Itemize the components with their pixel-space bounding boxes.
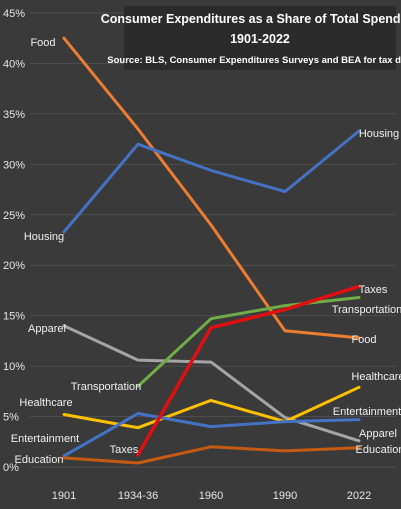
series-label-transportation: Transportation [332, 304, 401, 316]
series-label-transportation: Transportation [71, 381, 142, 393]
series-line-food [62, 36, 361, 340]
y-tick-label: 25% [3, 210, 25, 222]
series-line-healthcare [62, 385, 361, 430]
series-label-education: Education [356, 444, 401, 456]
chart-source: Source: BLS, Consumer Expenditures Surve… [107, 55, 401, 66]
series-line-education [62, 445, 361, 465]
y-axis-ticks: 0% 5% 10% 15% 20% 25% 30% 35% 40% 45% [3, 8, 25, 474]
chart-title: Consumer Expenditures as a Share of Tota… [101, 12, 401, 26]
series-label-taxes: Taxes [359, 284, 388, 296]
series-label-education: Education [15, 454, 64, 466]
series-line-housing [62, 129, 361, 234]
series-lines [62, 36, 361, 465]
title-box: Consumer Expenditures as a Share of Tota… [101, 6, 401, 70]
y-tick-label: 30% [3, 159, 25, 171]
y-tick-label: 40% [3, 58, 25, 70]
y-tick-label: 20% [3, 260, 25, 272]
series-label-housing: Housing [24, 231, 64, 243]
x-tick-label: 1990 [273, 490, 297, 502]
chart-subtitle: 1901-2022 [230, 32, 290, 46]
y-tick-label: 45% [3, 8, 25, 20]
x-tick-label: 1901 [52, 490, 76, 502]
y-tick-label: 35% [3, 109, 25, 121]
series-label-housing: Housing [359, 128, 399, 140]
series-line-apparel [62, 324, 361, 443]
gridlines [30, 12, 396, 468]
x-tick-label: 1960 [199, 490, 223, 502]
series-line-transportation [136, 296, 361, 388]
series-line-entertainment [62, 412, 361, 458]
series-label-entertainment: Entertainment [333, 406, 401, 418]
series-label-food: Food [351, 334, 376, 346]
y-tick-label: 0% [3, 462, 19, 474]
series-label-apparel: Apparel [28, 323, 66, 335]
x-tick-label: 1934-36 [118, 490, 158, 502]
series-label-healthcare: Healthcare [351, 371, 401, 383]
series-label-entertainment: Entertainment [11, 433, 79, 445]
x-tick-label: 2022 [347, 490, 371, 502]
series-labels: Food Food Housing Housing Apparel Apparel Heal… [11, 37, 401, 466]
y-tick-label: 15% [3, 311, 25, 323]
series-line-taxes [136, 284, 361, 457]
y-tick-label: 10% [3, 361, 25, 373]
series-label-apparel: Apparel [359, 428, 397, 440]
series-label-taxes: Taxes [110, 444, 139, 456]
y-tick-label: 5% [3, 412, 19, 424]
x-axis-ticks: 1901 1934-36 1960 1990 2022 [52, 490, 371, 502]
series-label-healthcare: Healthcare [19, 397, 72, 409]
series-label-food: Food [30, 37, 55, 49]
